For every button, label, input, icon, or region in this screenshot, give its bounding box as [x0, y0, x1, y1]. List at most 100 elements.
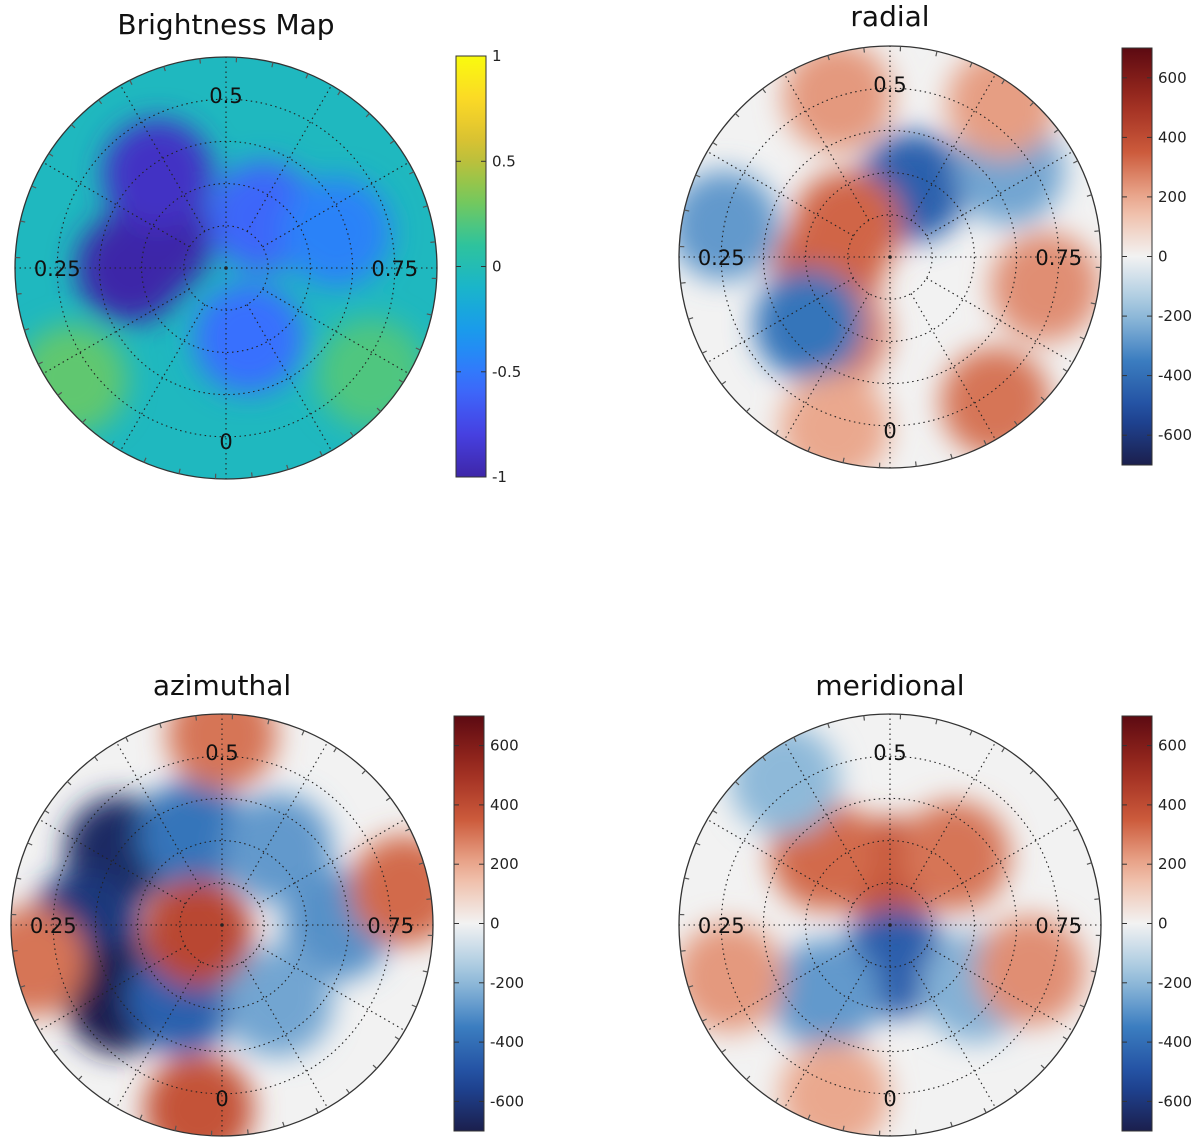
map-feature-5 — [222, 793, 333, 904]
colorbar-tick-label: 0 — [1158, 915, 1168, 933]
rim-tick — [247, 1129, 249, 1135]
map-feature-1 — [76, 213, 186, 323]
colorbar-tick-label: 400 — [1158, 796, 1187, 814]
rim-tick — [16, 293, 22, 295]
rim-tick — [1062, 368, 1068, 373]
grid-spoke — [926, 277, 1073, 363]
phase-label: 0.5 — [205, 741, 238, 765]
rim-tick — [1040, 396, 1046, 401]
rim-tick — [430, 241, 436, 243]
grid-spoke — [784, 742, 870, 889]
rim-tick — [129, 79, 133, 85]
grid-ring — [762, 797, 1018, 1053]
grid-ring — [847, 882, 933, 968]
phase-label: 0.25 — [698, 914, 745, 938]
grid-spoke — [910, 742, 996, 889]
colorbar-tick-label: 400 — [1158, 128, 1187, 146]
rim-tick — [774, 429, 779, 435]
rim-tick — [935, 51, 938, 57]
rim-tick — [37, 361, 43, 365]
rim-tick — [1013, 1088, 1018, 1094]
grid-ring — [98, 140, 354, 396]
rim-tick — [27, 842, 33, 846]
colorbar-tick-label: 600 — [1158, 69, 1187, 87]
rim-tick — [98, 99, 103, 105]
rim-tick — [712, 141, 718, 146]
colorbar-tick-label: -0.5 — [492, 363, 521, 381]
grid-spoke — [39, 819, 186, 905]
colorbar-tick-label: 1 — [492, 47, 502, 65]
grid-spoke — [116, 742, 202, 889]
grid-spoke — [926, 945, 1073, 1031]
colorbar-tick-label: 200 — [490, 855, 519, 873]
grid-spoke — [910, 961, 996, 1108]
rim-tick — [418, 862, 424, 865]
rim-tick — [1040, 1064, 1046, 1069]
map-feature-2 — [792, 171, 903, 281]
phase-label: 0.5 — [209, 84, 242, 108]
rim-tick — [734, 113, 740, 118]
rim-tick — [53, 1048, 59, 1053]
disc-border — [678, 713, 1102, 1137]
disc-border — [678, 45, 1102, 469]
rim-tick — [827, 55, 830, 61]
colorbar-tick-label: -400 — [1158, 367, 1192, 385]
rim-tick — [159, 723, 162, 729]
rim-tick — [66, 781, 72, 786]
rim-tick — [680, 950, 686, 952]
grid-ring — [805, 172, 975, 342]
colorbar-tick-label: 0.5 — [492, 152, 516, 170]
panel-3: 0 0.25 0.5 0.75 meridional 600 400 200 0 -200 -400… — [678, 669, 1192, 1137]
rim-tick — [1094, 898, 1100, 900]
map-feature-5 — [281, 177, 392, 287]
phase-label: 0 — [215, 1087, 228, 1111]
rim-tick — [94, 756, 99, 762]
rim-tick — [688, 317, 694, 320]
colorbar-tick-label: 0 — [1158, 248, 1168, 266]
colorbar-tick-label: 600 — [490, 737, 519, 755]
pole-marker — [888, 923, 892, 927]
rim-tick — [405, 828, 411, 832]
rim-tick — [271, 62, 274, 68]
rim-tick — [950, 453, 953, 459]
grid-spoke — [910, 74, 996, 221]
grid-ring — [805, 840, 975, 1010]
panel-0: 0 0.25 0.5 0.75 Brightness Map 1 0.5 0 -0.5 -1 — [14, 8, 521, 486]
rim-tick — [983, 1108, 987, 1114]
rim-tick — [282, 1121, 285, 1127]
map-feature-7 — [990, 231, 1101, 342]
rim-tick — [345, 1088, 350, 1094]
rim-tick — [915, 1129, 917, 1135]
phase-label: 0.25 — [698, 246, 745, 270]
rim-tick — [426, 898, 432, 900]
rim-tick — [1053, 129, 1059, 134]
rim-tick — [1013, 420, 1018, 426]
rim-tick — [337, 90, 342, 96]
rim-tick — [44, 809, 50, 814]
rim-tick — [195, 715, 197, 721]
rim-tick — [110, 440, 115, 446]
rim-tick — [70, 124, 76, 129]
colorbar-tick-label: -400 — [490, 1033, 524, 1051]
phase-label: 0.25 — [34, 257, 81, 281]
rim-tick — [301, 730, 305, 736]
disc-border — [10, 713, 434, 1137]
grid-ring — [94, 797, 350, 1053]
rim-tick — [31, 185, 37, 189]
rim-tick — [721, 380, 727, 385]
rim-tick — [78, 1075, 83, 1081]
phase-label: 0.5 — [873, 73, 906, 97]
grid-spoke — [784, 293, 870, 440]
map-feature-9 — [779, 1040, 890, 1136]
grid-spoke — [258, 819, 405, 905]
rim-tick — [734, 781, 740, 786]
grid-spoke — [926, 819, 1073, 905]
chart-title: meridional — [815, 669, 964, 702]
rim-tick — [1090, 302, 1096, 305]
rim-tick — [411, 1004, 417, 1008]
colorbar-tick-label: -400 — [1158, 1033, 1192, 1051]
rim-tick — [372, 1064, 378, 1069]
rim-tick — [286, 464, 289, 470]
colorbar-tick-label: -200 — [1158, 307, 1192, 325]
